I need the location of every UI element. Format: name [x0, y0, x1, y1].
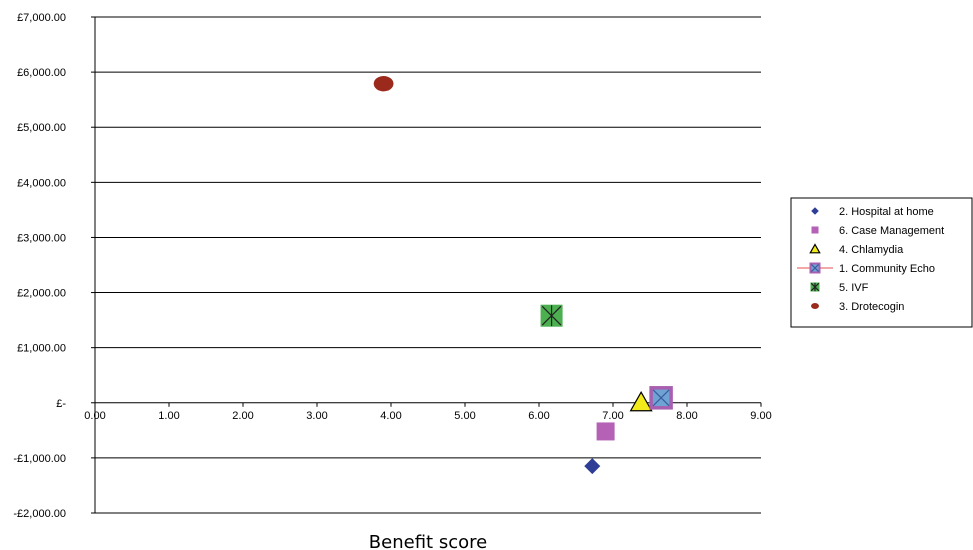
y-tick-label: -£2,000.00 [13, 508, 66, 520]
data-point [629, 391, 653, 412]
marker-square [596, 422, 615, 441]
data-point [596, 422, 615, 441]
legend-label: 5. IVF [839, 282, 869, 294]
x-tick-label: 3.00 [306, 410, 327, 422]
legend-label: 4. Chlamydia [839, 244, 904, 256]
marker-triangle [809, 243, 821, 254]
y-tick-label: £- [56, 398, 66, 410]
x-tick-label: 7.00 [602, 410, 623, 422]
y-tick-label: £2,000.00 [17, 288, 66, 300]
legend-item: 6. Case Management [811, 225, 944, 237]
marker-circle [373, 76, 394, 92]
marker-square [811, 226, 819, 234]
x-axis-label: Benefit score [369, 532, 487, 550]
x-tick-label: 2.00 [232, 410, 253, 422]
x-axis-ticks: 0.00 1.00 2.00 3.00 4.00 5.00 6.00 7.00 8.00 9.00 [84, 402, 772, 422]
legend: 2. Hospital at home 6. Case Management 4. … [790, 197, 973, 328]
marker-cross [810, 263, 820, 273]
legend-label: 2. Hospital at home [839, 206, 934, 218]
x-tick-label: 5.00 [454, 410, 475, 422]
y-tick-label: £3,000.00 [17, 232, 66, 244]
marker-diamond [811, 207, 819, 215]
legend-label: 1. Community Echo [839, 263, 935, 275]
x-tick-label: 4.00 [380, 410, 401, 422]
gridlines [95, 16, 761, 514]
data-points [373, 76, 673, 475]
legend-item: 5. IVF [810, 282, 869, 294]
data-point [540, 304, 563, 327]
data-point [373, 76, 394, 92]
y-tick-label: £1,000.00 [17, 343, 66, 355]
marker-diamond [584, 458, 601, 475]
marker-circle [811, 302, 819, 310]
y-tick-label: -£1,000.00 [13, 453, 66, 465]
legend-item: 4. Chlamydia [809, 243, 904, 256]
y-tick-label: £4,000.00 [17, 177, 66, 189]
x-tick-label: 6.00 [528, 410, 549, 422]
y-axis-ticks: £7,000.00 £6,000.00 £5,000.00 £4,000.00 £3,0… [13, 12, 95, 520]
legend-item: 1. Community Echo [797, 262, 935, 275]
legend-item: 3. Drotecogin [811, 301, 904, 313]
y-tick-label: £7,000.00 [17, 12, 66, 24]
x-tick-label: 1.00 [158, 410, 179, 422]
x-tick-label: 9.00 [750, 410, 771, 422]
legend-label: 6. Case Management [839, 225, 944, 237]
data-point [649, 386, 673, 410]
marker-triangle [629, 391, 653, 412]
legend-box [790, 197, 973, 328]
y-tick-label: £5,000.00 [17, 122, 66, 134]
y-tick-label: £6,000.00 [17, 67, 66, 79]
x-tick-label: 8.00 [676, 410, 697, 422]
legend-label: 3. Drotecogin [839, 301, 904, 313]
x-tick-label: 0.00 [84, 410, 105, 422]
data-point [584, 458, 601, 475]
legend-item: 2. Hospital at home [811, 206, 934, 218]
marker-cross [652, 389, 670, 407]
